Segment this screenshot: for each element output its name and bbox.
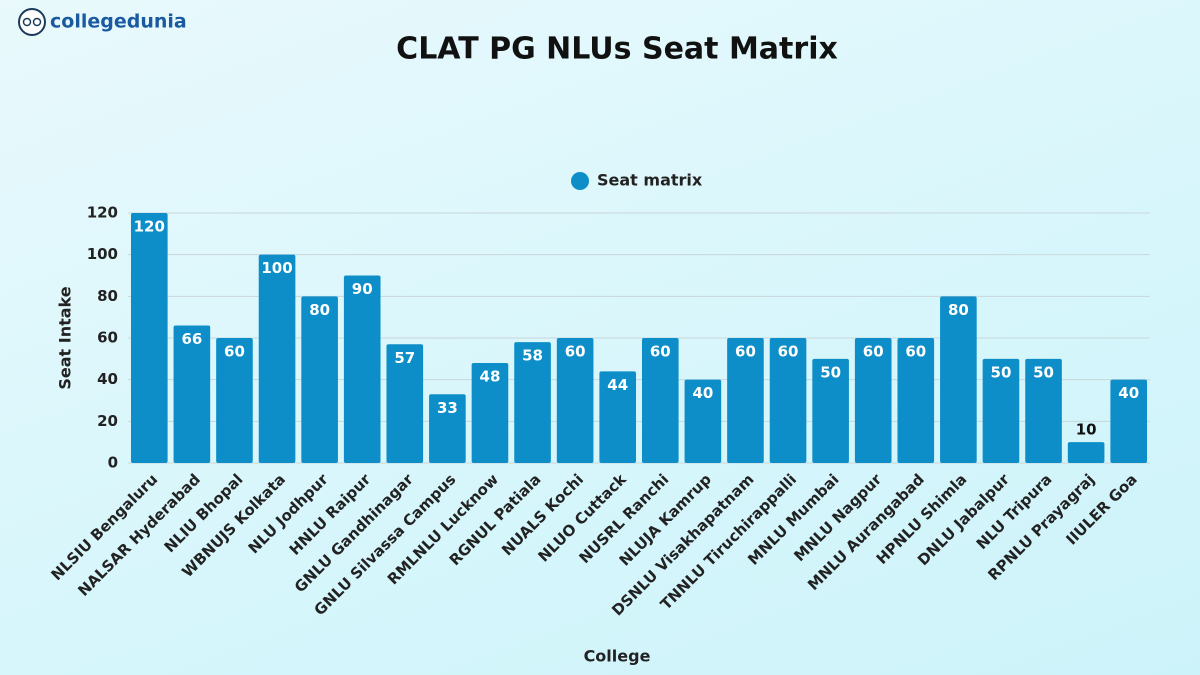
bar bbox=[982, 358, 1020, 463]
data-label: 50 bbox=[1033, 363, 1054, 381]
data-label: 80 bbox=[948, 301, 969, 319]
data-label: 58 bbox=[522, 347, 543, 365]
bar bbox=[1025, 358, 1062, 463]
x-axis-label: College bbox=[584, 647, 651, 666]
bar bbox=[258, 254, 296, 463]
bar bbox=[386, 344, 424, 463]
data-label: 90 bbox=[352, 280, 373, 298]
data-label: 120 bbox=[134, 218, 165, 236]
bar bbox=[812, 358, 849, 463]
bar bbox=[429, 394, 466, 463]
bar bbox=[301, 296, 338, 463]
data-label: 48 bbox=[480, 368, 501, 386]
bar bbox=[130, 213, 168, 463]
logo-text: collegedunia bbox=[50, 11, 187, 33]
data-label: 33 bbox=[437, 399, 458, 417]
data-label: 60 bbox=[224, 343, 245, 361]
data-label: 60 bbox=[650, 343, 671, 361]
data-label: 60 bbox=[905, 343, 926, 361]
data-label: 40 bbox=[692, 384, 713, 402]
data-label: 50 bbox=[820, 363, 841, 381]
data-label: 50 bbox=[991, 363, 1012, 381]
bar bbox=[514, 342, 551, 463]
data-label: 60 bbox=[565, 343, 586, 361]
data-label: 57 bbox=[394, 349, 415, 367]
y-tick-label: 40 bbox=[97, 370, 118, 388]
y-axis-label: Seat Intake bbox=[56, 286, 75, 389]
data-label: 60 bbox=[735, 343, 756, 361]
legend-label: Seat matrix bbox=[597, 171, 703, 190]
bar bbox=[940, 296, 977, 463]
data-label: 100 bbox=[261, 259, 292, 277]
legend-marker bbox=[571, 172, 589, 190]
bar bbox=[216, 338, 253, 463]
y-tick-label: 80 bbox=[97, 287, 118, 305]
logo-icon bbox=[32, 17, 42, 27]
data-label: 66 bbox=[181, 330, 202, 348]
y-tick-label: 120 bbox=[87, 204, 118, 222]
bar bbox=[556, 338, 594, 463]
logo-icon bbox=[18, 8, 46, 36]
bar bbox=[684, 379, 722, 463]
logo: collegedunia bbox=[18, 8, 187, 36]
bar bbox=[854, 338, 892, 463]
bar bbox=[769, 338, 807, 463]
bar bbox=[343, 275, 381, 463]
data-label: 80 bbox=[309, 301, 330, 319]
y-tick-label: 0 bbox=[108, 454, 118, 472]
bar bbox=[727, 338, 764, 463]
data-label: 10 bbox=[1076, 421, 1097, 439]
logo-icon bbox=[22, 17, 32, 27]
bar bbox=[1110, 379, 1148, 463]
data-label: 60 bbox=[778, 343, 799, 361]
bar bbox=[641, 338, 679, 463]
y-tick-label: 20 bbox=[97, 412, 118, 430]
bar bbox=[173, 325, 211, 463]
bar bbox=[599, 371, 637, 463]
chart-title: CLAT PG NLUs Seat Matrix bbox=[396, 32, 838, 67]
bar bbox=[471, 363, 509, 463]
bar bbox=[1067, 442, 1105, 463]
data-label: 44 bbox=[607, 376, 628, 394]
bar bbox=[897, 338, 935, 463]
data-label: 60 bbox=[863, 343, 884, 361]
y-tick-label: 100 bbox=[87, 245, 118, 263]
data-label: 40 bbox=[1118, 384, 1139, 402]
y-tick-label: 60 bbox=[97, 329, 118, 347]
